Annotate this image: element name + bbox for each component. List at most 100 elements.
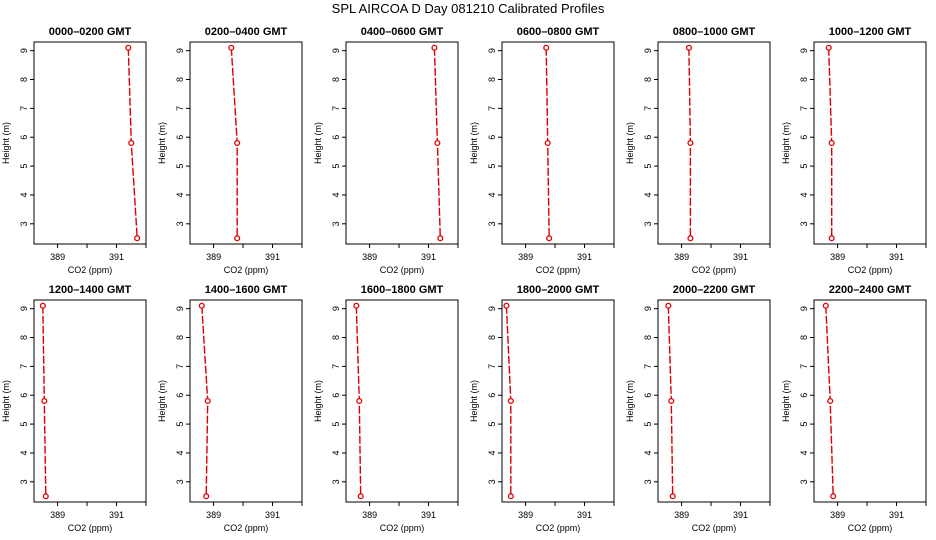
y-tick-label: 6 [643,393,653,398]
data-point [39,302,46,309]
panel-6: 1000–1200 GMT 3 4 5 6 7 8 9 389 391 CO2 (ppm) Heigh… [781,26,927,275]
y-tick-label: 8 [175,335,185,340]
y-axis-label: Height (m) [781,380,791,422]
data-point [434,139,441,147]
y-tick-label: 8 [331,77,341,82]
y-tick-label: 8 [799,335,809,340]
y-axis-label: Height (m) [1,122,11,164]
plot-frame [189,41,303,245]
y-tick-label: 6 [175,393,185,398]
y-tick-label: 8 [19,335,29,340]
panel-5: 0800–1000 GMT 3 4 5 6 7 8 9 389 391 CO2 (ppm) Heigh… [625,26,771,275]
x-tick-label: 391 [577,510,592,520]
x-tick-label: 391 [889,252,904,262]
x-tick-label: 391 [733,252,748,262]
y-tick-label: 9 [643,306,653,311]
data-point [42,493,49,500]
y-tick-label: 5 [799,422,809,427]
y-tick-label: 7 [331,106,341,111]
y-tick-label: 8 [175,77,185,82]
y-tick-label: 9 [331,48,341,53]
panel-title: 0600–0800 GMT [517,26,600,38]
data-point [125,44,132,51]
y-tick-label: 4 [487,192,497,197]
panel-title: 0200–0400 GMT [205,26,288,38]
panel-9: 1600–1800 GMT 3 4 5 6 7 8 9 389 391 CO2 (ppm) Heigh… [313,284,459,533]
y-tick-label: 3 [331,479,341,484]
panel-10: 1800–2000 GMT 3 4 5 6 7 8 9 389 391 CO2 (ppm) Heigh… [469,284,615,533]
y-tick-label: 3 [175,221,185,226]
y-tick-label: 9 [175,306,185,311]
x-tick-label: 389 [518,510,533,520]
plot-frame [33,41,147,245]
y-tick-label: 7 [487,364,497,369]
y-tick-label: 6 [643,135,653,140]
data-point [357,493,364,500]
y-tick-label: 9 [487,306,497,311]
y-axis-label: Height (m) [313,122,323,164]
y-tick-label: 7 [175,364,185,369]
panel-title: 1000–1200 GMT [829,26,912,38]
plot-frame [501,41,615,245]
plot-frame [657,299,771,503]
data-point [544,139,551,147]
y-axis-label: Height (m) [1,380,11,422]
x-axis-label: CO2 (ppm) [380,265,425,275]
y-tick-label: 9 [175,48,185,53]
data-point [507,493,514,500]
data-point [825,44,832,51]
panel-title: 1600–1800 GMT [361,284,444,296]
y-tick-label: 4 [799,450,809,455]
y-tick-label: 6 [331,393,341,398]
x-tick-label: 391 [421,252,436,262]
y-tick-label: 8 [19,77,29,82]
data-point [669,493,676,500]
data-point [353,302,360,309]
y-tick-label: 7 [799,364,809,369]
panel-7: 1200–1400 GMT 3 4 5 6 7 8 9 389 391 CO2 (ppm) Heigh… [1,284,147,533]
data-point [437,235,444,242]
y-tick-label: 4 [331,192,341,197]
x-axis-label: CO2 (ppm) [692,523,737,533]
data-point [134,235,141,242]
data-point [828,235,835,242]
y-tick-label: 3 [331,221,341,226]
plot-frame [33,299,147,503]
plot-frame [345,299,459,503]
data-point [198,302,205,309]
y-tick-label: 5 [643,164,653,169]
y-tick-label: 6 [19,135,29,140]
panel-title: 1200–1400 GMT [49,284,132,296]
figure-title: SPL AIRCOA D Day 081210 Calibrated Profi… [331,1,605,16]
panel-1: 0000–0200 GMT 3 4 5 6 7 8 9 389 391 CO2 (ppm) Heigh… [1,26,147,275]
x-tick-label: 391 [109,510,124,520]
x-axis-label: CO2 (ppm) [536,265,581,275]
panel-11: 2000–2200 GMT 3 4 5 6 7 8 9 389 391 CO2 (ppm) Heigh… [625,284,771,533]
data-point [543,44,550,51]
data-point [204,397,211,405]
y-tick-label: 4 [175,450,185,455]
y-tick-label: 6 [487,393,497,398]
y-tick-label: 3 [19,221,29,226]
y-tick-label: 3 [175,479,185,484]
x-tick-label: 391 [577,252,592,262]
y-axis-label: Height (m) [157,122,167,164]
y-axis-label: Height (m) [469,380,479,422]
data-point [546,235,553,242]
x-axis-label: CO2 (ppm) [224,523,269,533]
x-tick-label: 391 [265,252,280,262]
x-axis-label: CO2 (ppm) [68,523,113,533]
y-tick-label: 5 [799,164,809,169]
x-tick-label: 391 [109,252,124,262]
plot-frame [345,41,459,245]
y-tick-label: 7 [799,106,809,111]
y-tick-label: 7 [643,106,653,111]
panel-title: 0400–0600 GMT [361,26,444,38]
data-point [685,44,692,51]
y-tick-label: 8 [799,77,809,82]
y-axis-label: Height (m) [469,122,479,164]
x-tick-label: 389 [674,252,689,262]
y-tick-label: 5 [331,422,341,427]
x-tick-label: 389 [830,252,845,262]
y-tick-label: 3 [487,221,497,226]
